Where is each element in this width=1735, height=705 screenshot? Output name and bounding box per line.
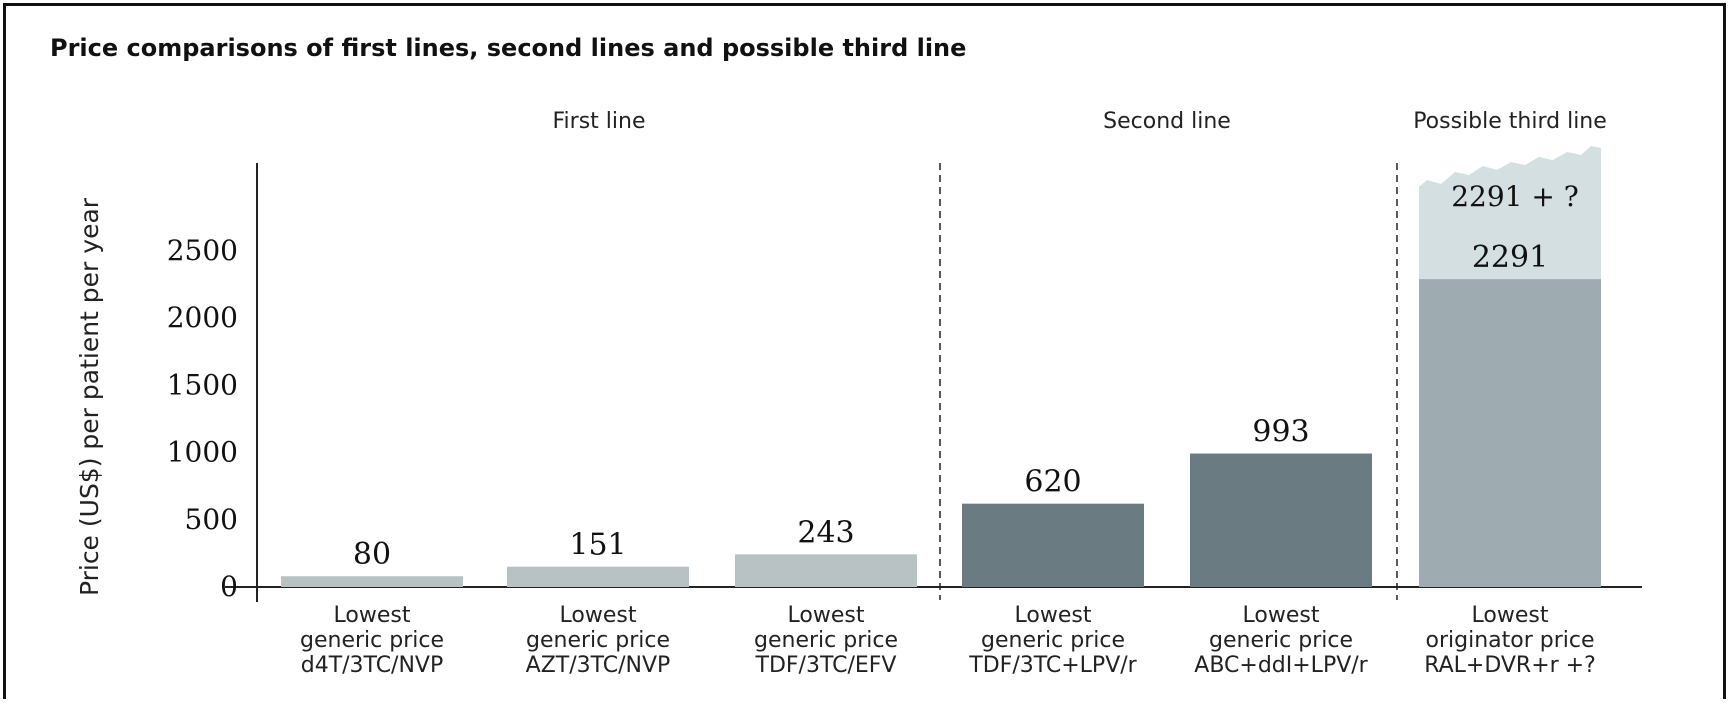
category-label: generic price — [526, 628, 670, 653]
y-tick-label: 2000 — [167, 301, 238, 334]
category-label: generic price — [1209, 628, 1353, 653]
bar-data-label: 80 — [353, 537, 391, 572]
y-tick-label: 1000 — [167, 436, 238, 469]
bar — [281, 576, 463, 587]
category-label: generic price — [981, 628, 1125, 653]
category-label: Lowest — [1015, 603, 1092, 628]
category-label: TDF/3TC+LPV/r — [968, 653, 1137, 678]
category-label: Lowest — [1243, 603, 1320, 628]
category-label: d4T/3TC/NVP — [301, 653, 444, 678]
bar — [507, 566, 689, 587]
category-label: TDF/3TC/EFV — [755, 653, 897, 678]
bar — [1419, 279, 1601, 587]
y-tick-label: 1500 — [167, 368, 238, 401]
category-label: AZT/3TC/NVP — [526, 653, 671, 678]
bar-data-label: 620 — [1024, 465, 1081, 500]
bar-data-label: 243 — [797, 515, 854, 550]
y-tick-label: 500 — [185, 503, 238, 536]
bar — [1190, 453, 1372, 587]
category-label: originator price — [1426, 628, 1595, 653]
category-label: Lowest — [788, 603, 865, 628]
category-label: Lowest — [1472, 603, 1549, 628]
y-tick-label: 0 — [220, 570, 238, 603]
y-axis-label: Price (US$) per patient per year — [75, 197, 104, 596]
bar-extension — [1419, 146, 1601, 280]
category-label: RAL+DVR+r +? — [1424, 653, 1596, 678]
bar-data-label: 2291 — [1472, 240, 1548, 275]
bar — [735, 554, 917, 587]
group-header-label: Second line — [1103, 109, 1231, 134]
category-label: ABC+ddI+LPV/r — [1194, 653, 1368, 678]
category-label: generic price — [754, 628, 898, 653]
bar — [962, 503, 1144, 587]
chart-title: Price comparisons of first lines, second… — [50, 34, 967, 62]
bar-data-label: 151 — [569, 528, 626, 563]
group-header-label: First line — [553, 109, 646, 134]
category-label: generic price — [300, 628, 444, 653]
category-label: Lowest — [560, 603, 637, 628]
category-label: Lowest — [334, 603, 411, 628]
group-header-label: Possible third line — [1413, 109, 1607, 134]
extension-label: 2291 + ? — [1451, 180, 1579, 213]
bar-data-label: 993 — [1252, 415, 1309, 450]
y-tick-label: 2500 — [167, 234, 238, 267]
